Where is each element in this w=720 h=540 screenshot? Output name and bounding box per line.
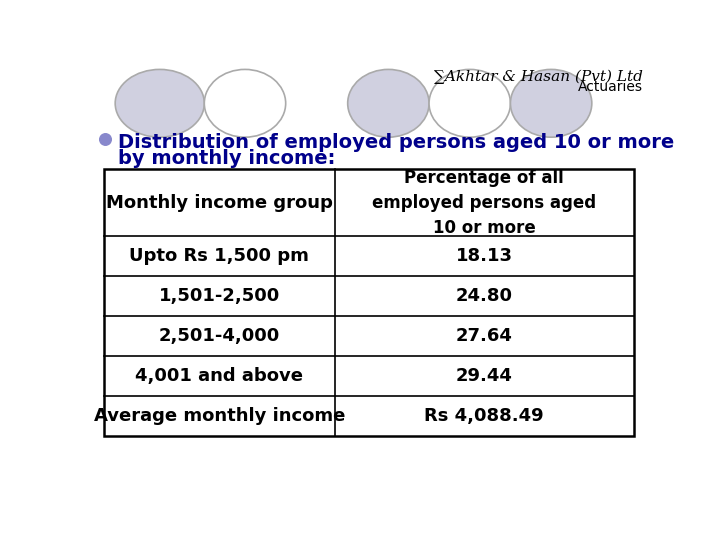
Ellipse shape <box>510 70 592 137</box>
Text: Percentage of all
employed persons aged
10 or more: Percentage of all employed persons aged … <box>372 168 596 237</box>
Text: 24.80: 24.80 <box>456 287 513 305</box>
Text: Distribution of employed persons aged 10 or more: Distribution of employed persons aged 10… <box>118 132 674 152</box>
Ellipse shape <box>429 70 510 137</box>
Bar <box>104 168 634 436</box>
Text: Average monthly income: Average monthly income <box>94 407 345 425</box>
Ellipse shape <box>348 70 429 137</box>
Text: Actuaries: Actuaries <box>578 80 644 94</box>
Text: Upto Rs 1,500 pm: Upto Rs 1,500 pm <box>130 247 309 265</box>
Text: Rs 4,088.49: Rs 4,088.49 <box>425 407 544 425</box>
Text: 29.44: 29.44 <box>456 367 513 385</box>
Ellipse shape <box>115 70 204 137</box>
Ellipse shape <box>204 70 286 137</box>
Text: 1,501-2,500: 1,501-2,500 <box>158 287 280 305</box>
Text: 27.64: 27.64 <box>456 327 513 345</box>
Text: 4,001 and above: 4,001 and above <box>135 367 303 385</box>
Text: 18.13: 18.13 <box>456 247 513 265</box>
Text: ∑Akhtar & Hasan (Pvt) Ltd: ∑Akhtar & Hasan (Pvt) Ltd <box>434 70 644 84</box>
Circle shape <box>99 134 112 145</box>
Text: Monthly income group: Monthly income group <box>106 193 333 212</box>
Text: 2,501-4,000: 2,501-4,000 <box>158 327 280 345</box>
Text: by monthly income:: by monthly income: <box>118 150 336 168</box>
